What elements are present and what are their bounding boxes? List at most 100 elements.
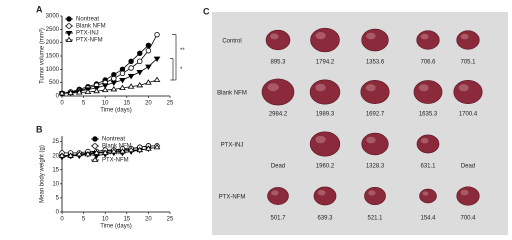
legend-marker xyxy=(65,36,73,42)
marker xyxy=(127,83,135,89)
tumor xyxy=(361,28,389,52)
marker xyxy=(128,58,134,65)
tumor-highlight xyxy=(315,83,326,92)
y-tick-label: 2500 xyxy=(46,27,60,33)
tumor xyxy=(361,132,389,156)
panel-label: A xyxy=(36,4,43,14)
marker xyxy=(110,148,118,154)
marker xyxy=(136,146,144,153)
tumor-highlight xyxy=(420,33,429,40)
x-tick-label: 20 xyxy=(145,101,152,107)
tumor xyxy=(419,188,437,204)
marker xyxy=(75,89,83,95)
x-tick-label: 20 xyxy=(145,217,152,223)
y-tick-label: 5 xyxy=(56,196,60,202)
tumor-volume: 1989.3 xyxy=(316,112,335,118)
x-tick-label: 10 xyxy=(102,101,109,107)
y-tick-label: 500 xyxy=(49,80,60,86)
y-tick-label: 1500 xyxy=(46,54,60,60)
tumor-highlight xyxy=(460,189,469,196)
tumor-highlight xyxy=(271,190,279,196)
marker xyxy=(93,87,100,94)
tumor-volume: 639.3 xyxy=(317,216,333,222)
tumor xyxy=(413,80,443,104)
tumor-highlight xyxy=(315,135,326,144)
y-axis-label: Tumor volume (mm³) xyxy=(40,28,46,84)
tumor-highlight xyxy=(418,84,429,92)
tumor xyxy=(360,80,390,104)
x-tick-label: 15 xyxy=(123,101,130,107)
marker xyxy=(67,89,74,96)
marker xyxy=(101,86,109,93)
x-axis-label: Time (days) xyxy=(100,108,131,114)
tumor-volume: 1692.7 xyxy=(366,112,385,118)
marker xyxy=(75,150,83,157)
marker xyxy=(128,65,134,71)
marker xyxy=(93,149,100,155)
y-tick-label: 1000 xyxy=(46,67,60,73)
tumor xyxy=(416,134,440,154)
marker xyxy=(110,80,118,87)
tumor-highlight xyxy=(267,83,279,92)
legend-label: Nontreat xyxy=(76,17,99,23)
tumor-highlight xyxy=(368,190,376,196)
tumor-highlight xyxy=(366,32,376,40)
marker xyxy=(101,83,109,89)
marker xyxy=(136,70,144,76)
row-label: PTX-INJ xyxy=(221,143,244,149)
tumor-volume: Dead xyxy=(461,164,475,170)
legend-marker xyxy=(91,156,99,162)
marker xyxy=(137,50,143,57)
panel-label: B xyxy=(36,124,43,134)
tumor xyxy=(261,78,295,106)
tumor-volume: Dead xyxy=(271,164,285,170)
marker xyxy=(119,148,126,154)
legend-label: Blank NFM xyxy=(76,24,106,30)
tumor xyxy=(310,27,340,53)
tumor-volume: 1960.2 xyxy=(316,164,335,170)
marker xyxy=(137,58,143,65)
y-tick-label: 3000 xyxy=(46,14,60,20)
tumor-volume: 700.4 xyxy=(460,216,476,222)
tumor xyxy=(416,30,440,50)
tumor-volume: 154.4 xyxy=(420,216,436,222)
legend-label: PTX-INJ xyxy=(102,151,125,157)
marker xyxy=(110,85,118,92)
marker xyxy=(119,84,126,90)
tumor xyxy=(453,80,483,104)
tumor xyxy=(309,79,341,105)
y-tick-label: 0 xyxy=(56,210,60,216)
marker xyxy=(153,56,161,63)
tumor-volume: 2984.2 xyxy=(269,112,288,118)
marker xyxy=(84,88,92,94)
y-tick-label: 10 xyxy=(52,181,59,187)
panel-label: C xyxy=(203,6,210,16)
x-tick-label: 25 xyxy=(167,217,174,223)
legend-label: Nontreat xyxy=(102,137,125,143)
legend-marker xyxy=(92,143,98,149)
tumor-volume: 1794.2 xyxy=(316,60,335,66)
marker xyxy=(136,81,144,88)
row-label: PTX-NFM xyxy=(219,195,246,201)
tumor-volume: 706.6 xyxy=(420,60,436,66)
marker xyxy=(145,42,152,49)
tumor-volume: 521.1 xyxy=(367,216,383,222)
marker xyxy=(145,64,152,71)
tumor-highlight xyxy=(315,32,326,40)
y-tick-label: 2000 xyxy=(46,40,60,46)
y-tick-label: 0 xyxy=(56,94,60,100)
x-tick-label: 25 xyxy=(167,101,174,107)
tumor-highlight xyxy=(317,189,326,196)
tumor-volume: 1353.6 xyxy=(366,60,385,66)
marker xyxy=(111,75,117,82)
tumor xyxy=(364,187,386,205)
tumor-highlight xyxy=(458,84,469,92)
marker xyxy=(58,152,66,158)
x-tick-label: 5 xyxy=(82,217,86,223)
tumor-highlight xyxy=(460,33,469,40)
marker xyxy=(127,146,135,153)
y-tick-label: 20 xyxy=(52,153,59,159)
row-label: Blank NFM xyxy=(217,91,247,97)
marker xyxy=(84,150,92,157)
tumor-highlight xyxy=(422,191,429,196)
